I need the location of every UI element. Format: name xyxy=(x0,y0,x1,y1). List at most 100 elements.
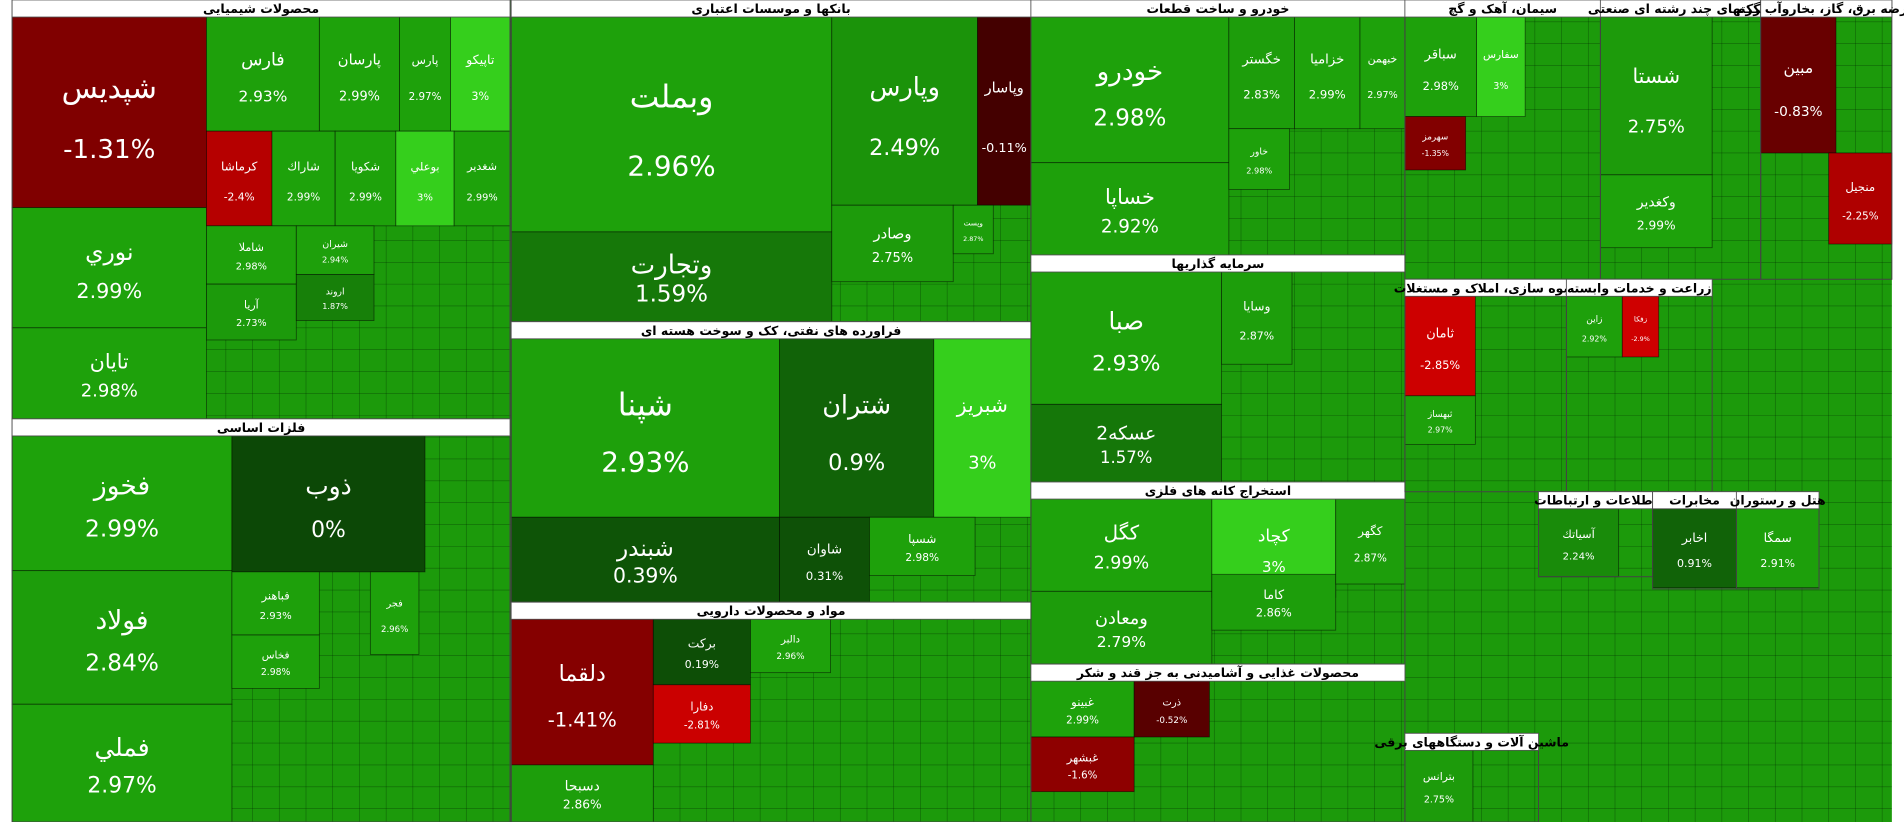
tile-label: سمگا xyxy=(1764,530,1792,545)
tile xyxy=(1228,128,1290,190)
sector-header xyxy=(1566,278,1713,297)
tile-value: -1.31% xyxy=(63,135,155,165)
tile-value: 3% xyxy=(1493,81,1508,92)
tile xyxy=(11,703,233,822)
tile xyxy=(1600,174,1713,249)
tile-label: اخابر xyxy=(1681,530,1707,546)
tile-value: 1.59% xyxy=(635,281,708,307)
tile xyxy=(231,435,426,573)
tile xyxy=(206,16,320,132)
tile-value: 2.96% xyxy=(776,652,804,662)
tile-value: 2.79% xyxy=(1097,633,1146,651)
tile-label: پارسان xyxy=(338,51,381,68)
tile xyxy=(1736,508,1820,589)
tile-label: ومعادن xyxy=(1095,609,1148,629)
tile xyxy=(510,516,780,603)
tile-value: -2.4% xyxy=(224,190,255,203)
tile-value: 2.97% xyxy=(1428,425,1454,434)
tile-value: -0.83% xyxy=(1774,104,1822,120)
tile-value: 2.99% xyxy=(1637,218,1676,232)
tile xyxy=(1760,16,1837,154)
tile-value: -1.41% xyxy=(548,709,617,732)
tile-value: 2.99% xyxy=(76,279,142,303)
tile-label: زفكا xyxy=(1634,314,1648,323)
tile-value: 2.99% xyxy=(349,191,382,203)
tile-value: 2.97% xyxy=(87,774,156,799)
tile-value: 2.99% xyxy=(1094,554,1150,574)
tile-value: 2.75% xyxy=(872,251,913,266)
tile-value: 2.93% xyxy=(1092,352,1160,377)
tile-label: صبا xyxy=(1108,306,1144,335)
tile-label: شتران xyxy=(822,391,891,421)
tile-value: -2.25% xyxy=(1842,211,1879,223)
tile xyxy=(231,571,320,636)
tile xyxy=(1404,395,1476,445)
tile xyxy=(11,435,233,572)
tile-value: 0.39% xyxy=(613,564,678,588)
tile-label: آريا xyxy=(244,297,260,311)
tile-value: 2.98% xyxy=(1423,79,1459,93)
tile-value: 2.49% xyxy=(869,135,940,161)
tile-value: 2.86% xyxy=(1256,606,1292,619)
tile-label: تايان xyxy=(90,349,129,373)
tile-label: وتجارت xyxy=(631,251,713,281)
sector-title: مخابرات xyxy=(1669,493,1720,508)
tile xyxy=(1404,16,1477,117)
sector-header xyxy=(1030,663,1406,682)
tile-value: -1.35% xyxy=(1422,149,1449,158)
sector-title: خودرو و ساخت قطعات xyxy=(1146,1,1289,16)
tile-value: 0.91% xyxy=(1677,557,1712,570)
tile xyxy=(1621,295,1660,358)
tile-label: غبشهر xyxy=(1066,750,1099,765)
tile-label: فباهنر xyxy=(261,588,290,603)
tile-label: سهرمز xyxy=(1421,132,1448,142)
tile xyxy=(1030,498,1213,592)
tile-label: ثبهساز xyxy=(1427,410,1453,420)
tile xyxy=(831,16,978,206)
tile-label: فخاس xyxy=(262,649,290,661)
tile-label: شپنا xyxy=(618,388,673,424)
tile-label: وصادر xyxy=(873,225,912,242)
tile-value: 2.93% xyxy=(260,611,292,622)
tile-label: شبندر xyxy=(616,535,674,562)
tile-label: مبين xyxy=(1784,59,1814,78)
tile-label: ذرت xyxy=(1162,697,1181,708)
tile-label: دفارا xyxy=(690,699,713,714)
tile-value: 2.98% xyxy=(905,552,939,564)
sector-header xyxy=(1736,491,1820,510)
tile-value: 0.19% xyxy=(685,658,719,671)
tile xyxy=(295,274,375,321)
tile-label: اروند xyxy=(326,286,345,297)
tile-value: 2.73% xyxy=(236,318,266,329)
tile xyxy=(652,684,751,744)
tile xyxy=(933,338,1032,518)
sector-header xyxy=(11,0,511,18)
tile xyxy=(510,231,833,323)
tile-label: ثامان xyxy=(1426,327,1454,342)
sector-title: بانکها و موسسات اعتباری xyxy=(691,1,850,16)
sector-title: محصولات شیمیایی xyxy=(203,1,319,16)
sector-title: سرمایه گذاریها xyxy=(1172,256,1265,271)
tile xyxy=(1476,16,1526,117)
tile-value: 2.99% xyxy=(1066,714,1099,726)
tile-label: فولاد xyxy=(96,605,149,636)
sector-title: سیمان، آهک و گچ xyxy=(1448,1,1557,16)
tile-value: 2.99% xyxy=(1309,88,1346,102)
tile-label: بوعلي xyxy=(410,160,439,175)
tile xyxy=(318,16,400,132)
tile-label: غبينو xyxy=(1070,695,1094,710)
tile xyxy=(1652,508,1737,589)
tile-label: وپاسار xyxy=(984,80,1024,97)
tile-label: دسبحا xyxy=(565,779,600,795)
tile-label: دلقما xyxy=(559,661,606,687)
tile-value: 2.96% xyxy=(381,625,408,635)
tile-label: فارس xyxy=(241,50,285,70)
tile-label: شاوان xyxy=(807,543,842,558)
tile xyxy=(1133,680,1210,738)
sector-header xyxy=(11,418,511,437)
tile-label: نوري xyxy=(85,238,133,266)
tile-value: 2.98% xyxy=(1246,166,1272,176)
tile-label: سفارس xyxy=(1483,48,1519,61)
sector-title: شرکتهای چند رشته ای صنعتی xyxy=(1588,1,1773,16)
tile-label: شغدير xyxy=(466,160,497,174)
